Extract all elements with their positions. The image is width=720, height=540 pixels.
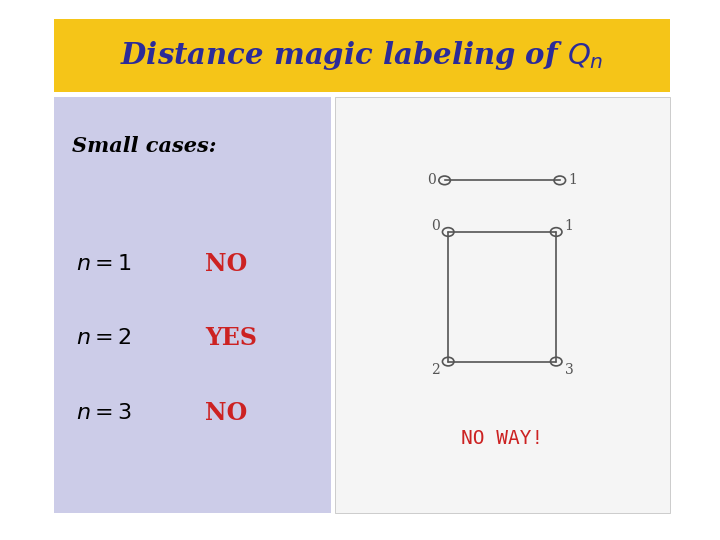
Text: NO: NO [205,252,248,275]
Text: $n = 2$: $n = 2$ [76,327,131,349]
Text: 1: 1 [564,219,574,233]
Text: NO WAY!: NO WAY! [461,429,544,448]
Text: YES: YES [205,326,257,350]
Text: 0: 0 [427,173,436,187]
FancyBboxPatch shape [54,97,331,513]
FancyBboxPatch shape [54,19,670,92]
Text: Distance magic labeling of $Q_n$: Distance magic labeling of $Q_n$ [120,39,603,72]
Text: 2: 2 [431,363,440,377]
Text: $n = 3$: $n = 3$ [76,402,131,424]
Text: 0: 0 [431,219,440,233]
FancyBboxPatch shape [335,97,670,513]
Text: NO: NO [205,401,248,425]
Text: 3: 3 [564,363,574,377]
Text: Small cases:: Small cases: [72,136,217,156]
Text: 1: 1 [568,173,577,187]
Text: $n = 1$: $n = 1$ [76,253,131,274]
